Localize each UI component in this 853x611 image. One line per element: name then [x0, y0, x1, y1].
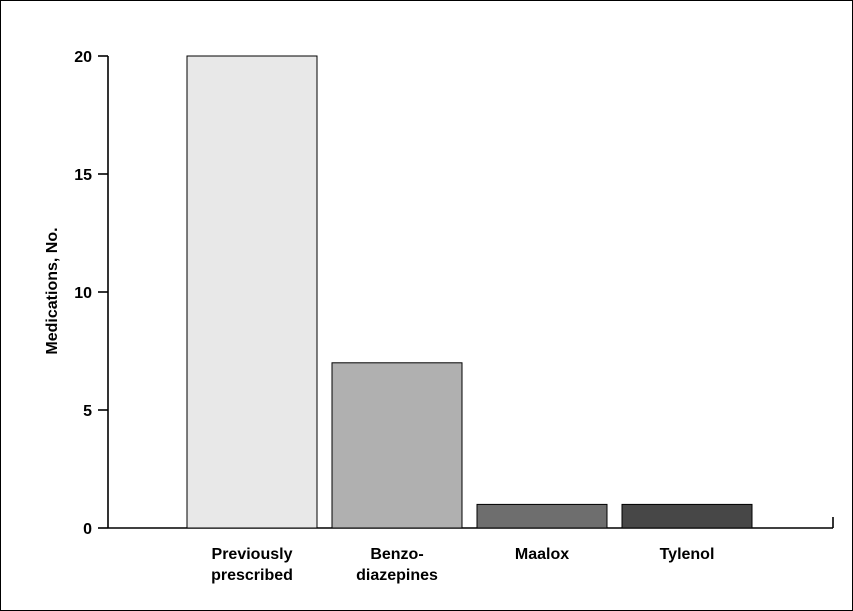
x-category-label-line: Previously [212, 546, 293, 563]
bar [621, 503, 753, 529]
y-tick-label: 10 [74, 285, 92, 302]
x-axis-labels: Previously prescribed Benzo-diazepines Maal… [211, 546, 714, 584]
x-category-label-line: Tylenol [660, 546, 715, 563]
y-axis-title: Medications, No. [44, 227, 61, 354]
y-tick-label: 0 [83, 521, 92, 538]
bar [476, 503, 608, 529]
x-category-label: Benzo-diazepines [356, 546, 438, 584]
x-category-label-line: diazepines [356, 567, 438, 584]
x-category-label: Previously prescribed [211, 546, 293, 584]
y-tick-label: 20 [74, 49, 92, 66]
x-category-label: Maalox [515, 546, 569, 563]
x-category-label-line: prescribed [211, 567, 293, 584]
bar [331, 362, 463, 529]
y-tick-label: 15 [74, 167, 92, 184]
bar [186, 55, 318, 529]
bars [186, 55, 753, 529]
x-category-label-line: Maalox [515, 546, 569, 563]
x-category-label: Tylenol [660, 546, 715, 563]
x-category-label-line: Benzo- [370, 546, 423, 563]
y-axis-ticks: 0 5 10 15 20 [74, 49, 108, 538]
y-tick-label: 5 [83, 403, 92, 420]
